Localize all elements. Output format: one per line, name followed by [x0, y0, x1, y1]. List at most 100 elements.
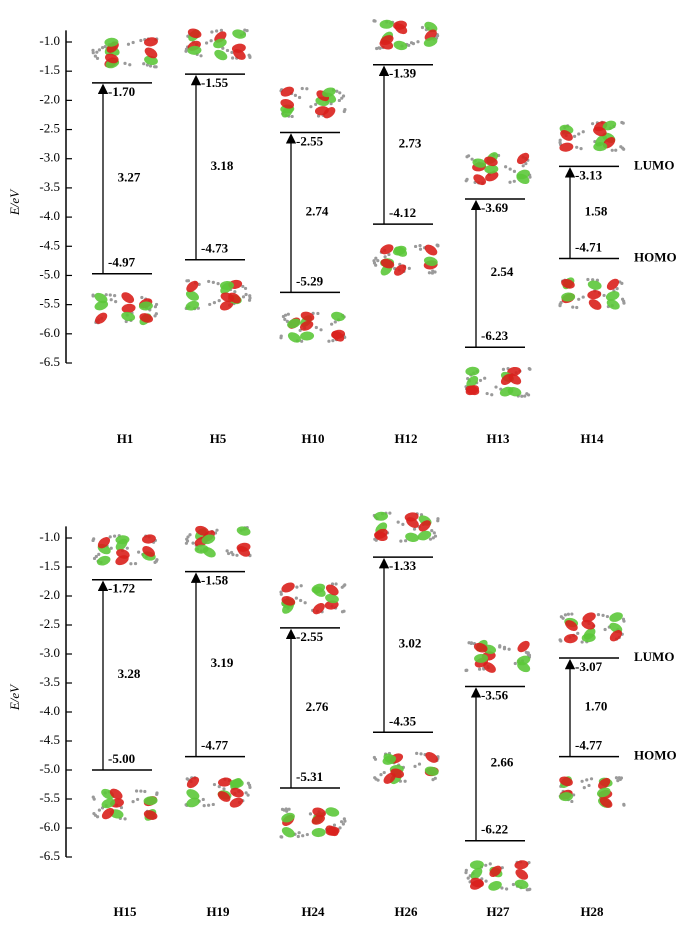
lumo-label: -3.69 [481, 200, 509, 215]
lobe [144, 37, 158, 47]
y-tick-label: -3.5 [39, 179, 60, 194]
lobe [593, 142, 608, 152]
atom [108, 535, 112, 539]
y-tick-label: -2.5 [39, 616, 60, 631]
atom [295, 585, 299, 589]
atom [580, 779, 584, 783]
atom [140, 295, 144, 300]
atom [605, 614, 610, 619]
y-tick-label: -1.0 [39, 529, 60, 544]
lobe [587, 290, 602, 300]
lobe [139, 313, 153, 323]
atom [91, 795, 95, 799]
atom [154, 312, 158, 316]
atom [511, 882, 516, 887]
atom [431, 778, 435, 782]
homo-label: -6.22 [481, 822, 508, 837]
atom [585, 778, 589, 782]
atom [212, 301, 217, 305]
gap-label: 2.76 [306, 699, 329, 714]
orbital-plot [464, 639, 532, 673]
gap-label: 1.70 [585, 698, 608, 713]
atom [225, 48, 230, 53]
lobe [392, 245, 407, 256]
atom [94, 554, 98, 559]
lobe [233, 49, 246, 60]
lobe [194, 544, 209, 554]
atom [430, 271, 435, 275]
atom [614, 148, 618, 152]
atom [333, 320, 337, 324]
atom [221, 46, 225, 50]
atom [244, 791, 248, 795]
atom [575, 305, 579, 310]
lobe [514, 860, 529, 870]
lobe [423, 256, 438, 266]
lobe [95, 312, 108, 324]
lobe [380, 258, 395, 269]
atom [383, 255, 387, 259]
atom [290, 114, 294, 119]
atom [377, 46, 381, 50]
atom [417, 762, 422, 766]
lobe [96, 555, 111, 566]
atom [97, 552, 101, 556]
atom [103, 45, 107, 49]
atom [131, 800, 135, 804]
atom [610, 148, 614, 152]
atom [433, 534, 438, 538]
atom [219, 28, 224, 32]
lobe [424, 766, 439, 776]
lobe [559, 792, 574, 802]
lobe [115, 535, 130, 545]
atom [241, 295, 246, 299]
atom [490, 393, 494, 397]
atom [505, 887, 509, 891]
category-label: H13 [486, 431, 510, 446]
atom [467, 641, 471, 645]
atom [330, 582, 335, 586]
atom [330, 322, 334, 326]
lobe [186, 789, 200, 800]
lobe [281, 596, 296, 606]
atom [341, 822, 345, 826]
lobe [109, 788, 123, 800]
atom [300, 339, 304, 343]
atom [577, 132, 581, 136]
lobe [514, 879, 529, 889]
homo-label: -4.97 [108, 255, 136, 270]
y-tick-label: -2.0 [39, 91, 60, 106]
orbital-plot [91, 292, 159, 326]
atom [299, 584, 303, 588]
lobe [185, 300, 200, 311]
atom [95, 50, 99, 54]
lobe [488, 881, 502, 891]
atom [155, 792, 159, 796]
atom [303, 601, 307, 605]
lobe [97, 537, 111, 549]
lobe [598, 777, 611, 790]
lobe [489, 865, 502, 878]
atom [485, 391, 489, 396]
atom [466, 876, 470, 880]
lumo-label: -1.70 [108, 84, 135, 99]
lobe [219, 300, 234, 311]
atom [403, 779, 407, 783]
atom [211, 280, 215, 284]
lobe [394, 264, 407, 276]
atom [308, 812, 313, 816]
atom [561, 616, 565, 620]
atom [418, 244, 422, 248]
atom [247, 298, 252, 302]
atom [339, 820, 344, 824]
atom [300, 86, 304, 91]
gap-label: 2.74 [306, 203, 329, 218]
atom [580, 640, 584, 644]
orbital-plot [279, 311, 347, 343]
atom [428, 537, 433, 541]
y-tick-label: -3.0 [39, 150, 60, 165]
homo-label: -6.23 [481, 328, 509, 343]
atom [341, 94, 346, 98]
atom [409, 41, 414, 45]
lobe [470, 877, 484, 888]
